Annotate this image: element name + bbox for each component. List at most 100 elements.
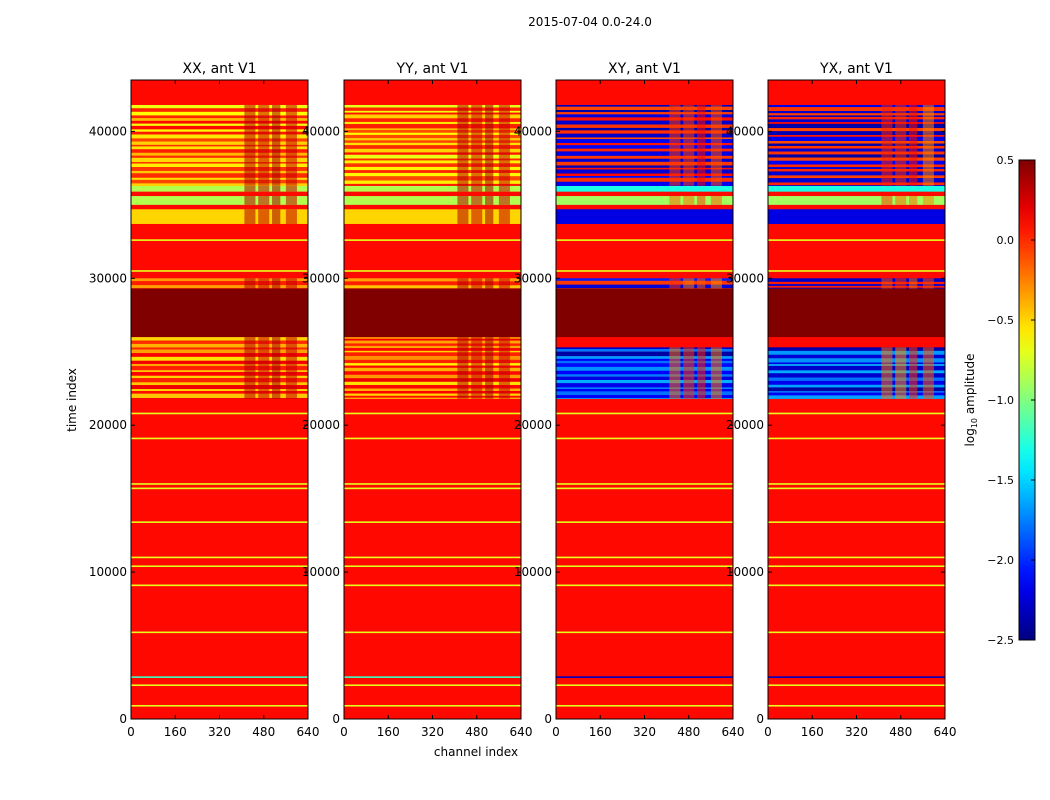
heatmap-band bbox=[768, 143, 945, 147]
channel-cluster bbox=[669, 104, 681, 186]
heatmap-band bbox=[556, 348, 733, 352]
channel-cluster bbox=[485, 185, 494, 192]
heatmap-band bbox=[131, 115, 308, 119]
heatmap-band bbox=[344, 158, 521, 161]
channel-cluster bbox=[669, 347, 681, 399]
heatmap-band bbox=[768, 395, 945, 399]
heatmap-band bbox=[556, 347, 733, 350]
channel-cluster bbox=[697, 347, 706, 399]
heatmap-row-line bbox=[131, 239, 308, 241]
heatmap-band bbox=[768, 373, 945, 378]
channel-cluster bbox=[244, 209, 256, 224]
heatmap-band bbox=[768, 387, 945, 392]
y-tick-label: 40000 bbox=[302, 124, 340, 138]
heatmap-band bbox=[344, 154, 521, 159]
heatmap-band bbox=[344, 196, 521, 205]
heatmap-band bbox=[556, 358, 733, 362]
heatmap-band bbox=[556, 387, 733, 390]
heatmap-band bbox=[556, 110, 733, 113]
heatmap-row-line bbox=[131, 483, 308, 485]
heatmap-band bbox=[344, 140, 521, 143]
channel-cluster bbox=[683, 347, 695, 399]
heatmap-band bbox=[131, 138, 308, 142]
y-tick-label: 20000 bbox=[89, 418, 127, 432]
heatmap-band bbox=[768, 284, 945, 287]
heatmap-band bbox=[131, 155, 308, 159]
heatmap-row-line bbox=[131, 565, 308, 568]
heatmap-band bbox=[768, 145, 945, 149]
channel-cluster bbox=[895, 104, 907, 186]
heatmap-band bbox=[344, 352, 521, 357]
heatmap-band bbox=[344, 145, 521, 150]
heatmap-row-line bbox=[768, 437, 945, 440]
heatmap-row-line bbox=[131, 704, 308, 707]
channel-cluster bbox=[471, 104, 483, 186]
colorbar-tick-label: 0.0 bbox=[997, 234, 1015, 247]
figure-suptitle: 2015-07-04 0.0-24.0 bbox=[528, 15, 652, 29]
channel-cluster bbox=[471, 337, 483, 399]
x-tick-label: 640 bbox=[510, 725, 533, 739]
heatmap-band bbox=[556, 181, 733, 186]
heatmap-band bbox=[556, 167, 733, 170]
heatmap-row-line bbox=[344, 676, 521, 678]
heatmap-band bbox=[556, 175, 733, 178]
channel-cluster bbox=[485, 337, 494, 399]
channel-cluster bbox=[498, 196, 510, 205]
heatmap-band bbox=[768, 377, 945, 382]
heatmap-band bbox=[768, 113, 945, 116]
heatmap-band bbox=[768, 365, 945, 371]
channel-cluster bbox=[258, 278, 270, 289]
heatmap-row-line bbox=[556, 483, 733, 485]
heatmap-band bbox=[768, 131, 945, 136]
heatmap-band bbox=[344, 130, 521, 133]
saturated-block bbox=[131, 288, 308, 338]
channel-cluster bbox=[471, 196, 483, 205]
channel-cluster bbox=[485, 196, 494, 205]
colorbar-tick-label: −2.5 bbox=[987, 634, 1014, 647]
channel-cluster bbox=[922, 347, 934, 399]
heatmap-band bbox=[344, 209, 521, 224]
heatmap-band bbox=[131, 152, 308, 156]
heatmap-row-line bbox=[556, 239, 733, 241]
channel-cluster bbox=[909, 278, 918, 289]
heatmap-band bbox=[131, 375, 308, 379]
heatmap-band bbox=[768, 151, 945, 155]
heatmap-band bbox=[556, 278, 733, 281]
y-tick-label: 40000 bbox=[726, 124, 764, 138]
heatmap-band bbox=[344, 118, 521, 123]
panel-1: XX, ant V1 0 160 320 480 640 0 10000 20000 30000 4… bbox=[89, 61, 320, 739]
heatmap-band bbox=[344, 121, 521, 125]
heatmap-band bbox=[131, 111, 308, 116]
heatmap-band bbox=[768, 350, 945, 355]
heatmap-band bbox=[131, 288, 308, 289]
heatmap-band bbox=[556, 117, 733, 121]
channel-cluster bbox=[881, 104, 893, 186]
y-axis-label: time index bbox=[65, 368, 79, 432]
heatmap-row-line bbox=[344, 239, 521, 241]
heatmap-band bbox=[768, 136, 945, 142]
heatmap-band bbox=[768, 178, 945, 183]
heatmap-band bbox=[556, 388, 733, 392]
channel-cluster bbox=[272, 278, 281, 289]
heatmap-band bbox=[131, 196, 308, 205]
heatmap-band bbox=[768, 362, 945, 365]
heatmap-row-line bbox=[344, 684, 521, 687]
heatmap-band bbox=[131, 363, 308, 367]
heatmap-band bbox=[131, 108, 308, 113]
heatmap-band bbox=[344, 172, 521, 177]
heatmap-band bbox=[344, 110, 521, 113]
heatmap-band bbox=[131, 129, 308, 132]
heatmap-band bbox=[131, 378, 308, 383]
heatmap-band bbox=[344, 350, 521, 353]
heatmap-band bbox=[344, 166, 521, 171]
colorbar-tick-label: −0.5 bbox=[987, 314, 1014, 327]
x-tick-label: 0 bbox=[764, 725, 772, 739]
channel-cluster bbox=[258, 337, 270, 399]
channel-cluster bbox=[909, 347, 918, 399]
panel-heatmap bbox=[344, 80, 521, 719]
heatmap-row-line bbox=[556, 412, 733, 415]
colorbar-tick-label: −2.0 bbox=[987, 554, 1014, 567]
heatmap-row-line bbox=[768, 631, 945, 634]
heatmap-row-line bbox=[131, 684, 308, 687]
x-tick-label: 160 bbox=[801, 725, 824, 739]
